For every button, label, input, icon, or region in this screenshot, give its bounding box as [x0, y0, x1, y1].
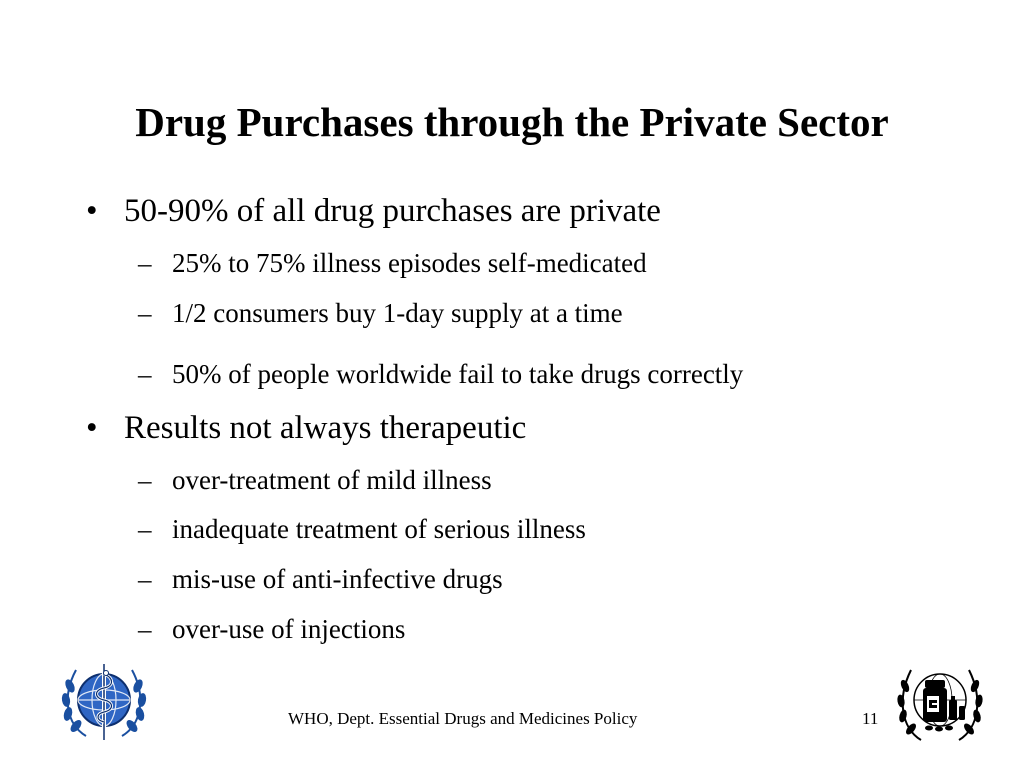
- sub-bullet-text: 25% to 75% illness episodes self-medicat…: [172, 248, 647, 278]
- slide-title: Drug Purchases through the Private Secto…: [135, 99, 889, 145]
- sub-bullet-text: over-use of injections: [172, 614, 406, 644]
- sub-bullet-text: 1/2 consumers buy 1-day supply at a time: [172, 298, 623, 328]
- sub-bullet-text: 50% of people worldwide fail to take dru…: [172, 359, 744, 389]
- who-emblem-icon: [56, 656, 152, 746]
- sub-bullet-marker: –: [138, 465, 152, 495]
- bullet-text: 50-90% of all drug purchases are private: [124, 193, 661, 229]
- footer-text: WHO, Dept. Essential Drugs and Medicines…: [288, 709, 638, 728]
- sub-bullet-marker: –: [138, 298, 152, 328]
- sub-bullet-text: mis-use of anti-infective drugs: [172, 564, 503, 594]
- sub-bullet-text: over-treatment of mild illness: [172, 465, 492, 495]
- sub-bullet-marker: –: [138, 564, 152, 594]
- sub-bullet-marker: –: [138, 248, 152, 278]
- bullet-marker: •: [86, 193, 98, 229]
- sub-bullet-text: inadequate treatment of serious illness: [172, 514, 586, 544]
- sub-bullet-marker: –: [138, 514, 152, 544]
- sub-bullet-marker: –: [138, 614, 152, 644]
- page-number: 11: [862, 709, 879, 728]
- essential-drugs-emblem-icon: [893, 656, 987, 748]
- bullet-text: Results not always therapeutic: [124, 410, 527, 446]
- bullet-marker: •: [86, 410, 98, 446]
- sub-bullet-marker: –: [138, 359, 152, 389]
